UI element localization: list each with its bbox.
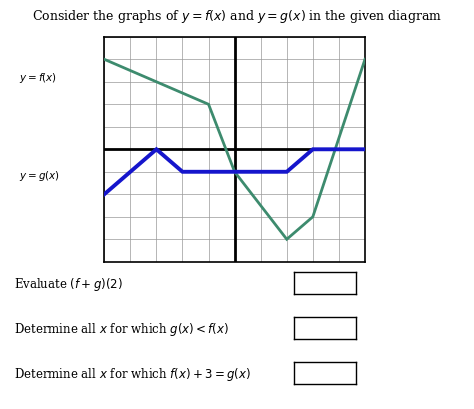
Text: $y = g(x)$: $y = g(x)$ <box>19 169 60 183</box>
Text: Consider the graphs of $y = f(x)$ and $y = g(x)$ in the given diagram: Consider the graphs of $y = f(x)$ and $y… <box>32 8 442 25</box>
Text: Determine all $x$ for which $f(x) + 3 = g(x)$: Determine all $x$ for which $f(x) + 3 = … <box>14 366 251 383</box>
Text: Evaluate $(f + g)(2)$: Evaluate $(f + g)(2)$ <box>14 276 123 293</box>
Text: Determine all $x$ for which $g(x) < f(x)$: Determine all $x$ for which $g(x) < f(x)… <box>14 321 229 338</box>
Text: $y = f(x)$: $y = f(x)$ <box>19 71 57 85</box>
